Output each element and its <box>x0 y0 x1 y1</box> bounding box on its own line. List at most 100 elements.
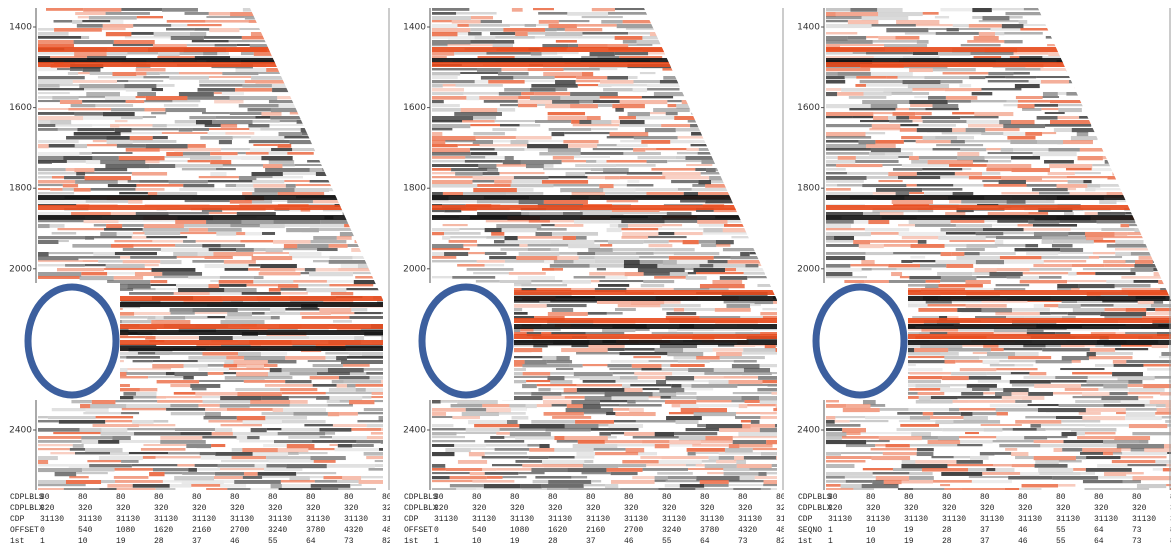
seismic-trace <box>119 220 162 222</box>
seismic-trace <box>586 160 596 163</box>
seismic-trace <box>986 468 995 471</box>
seismic-trace <box>922 436 938 440</box>
seismic-trace <box>938 236 985 240</box>
seismic-trace <box>614 184 627 186</box>
seismic-trace <box>73 444 84 448</box>
seismic-trace <box>1020 472 1039 476</box>
seismic-trace <box>198 404 219 407</box>
seismic-trace <box>1126 408 1157 411</box>
seismic-trace <box>271 148 292 151</box>
seismic-trace <box>110 452 129 455</box>
seismic-trace <box>347 108 390 111</box>
seismic-trace <box>366 456 383 459</box>
seismic-trace <box>183 184 214 187</box>
seismic-trace <box>38 144 49 148</box>
seismic-trace <box>512 8 523 12</box>
seismic-trace <box>898 156 909 158</box>
seismic-trace <box>742 424 750 428</box>
seismic-trace <box>554 436 564 440</box>
seismic-trace <box>276 212 297 215</box>
seismic-trace <box>1022 396 1044 400</box>
seismic-trace <box>305 56 348 60</box>
seismic-trace <box>1079 8 1120 11</box>
seismic-trace <box>643 468 688 471</box>
seismic-trace <box>321 252 348 255</box>
header-value: 320 <box>78 504 93 513</box>
seismic-trace <box>655 444 670 448</box>
seismic-trace <box>1136 148 1168 151</box>
seismic-trace <box>238 352 261 356</box>
y-tick-label: 2000 <box>9 264 32 274</box>
seismic-trace <box>342 120 383 122</box>
header-value: 46 <box>624 537 634 546</box>
seismic-trace <box>470 148 495 151</box>
seismic-trace <box>473 272 509 274</box>
seismic-trace <box>945 212 965 215</box>
seismic-trace <box>723 12 743 16</box>
seismic-trace <box>934 448 980 452</box>
seismic-trace <box>338 420 358 423</box>
seismic-trace <box>1126 360 1171 363</box>
seismic-trace <box>755 44 776 46</box>
seismic-trace <box>364 408 405 411</box>
header-value: 320 <box>1094 504 1109 513</box>
seismic-trace <box>167 20 206 23</box>
seismic-trace <box>960 368 997 371</box>
seismic-trace <box>748 40 780 43</box>
seismic-trace <box>606 268 638 271</box>
seismic-trace <box>205 264 249 268</box>
seismic-trace <box>926 280 941 283</box>
seismic-trace <box>587 304 618 307</box>
seismic-trace <box>507 252 519 256</box>
header-value: 31130 <box>40 515 64 524</box>
seismic-trace <box>381 60 422 64</box>
seismic-trace <box>846 404 870 408</box>
seismic-trace <box>523 8 533 11</box>
seismic-trace <box>877 8 902 12</box>
seismic-trace <box>884 480 902 484</box>
seismic-trace <box>314 444 329 447</box>
seismic-trace <box>956 256 1000 260</box>
seismic-trace <box>289 28 328 31</box>
seismic-trace <box>236 168 265 172</box>
seismic-trace <box>1086 20 1119 23</box>
seismic-trace <box>1035 120 1050 123</box>
seismic-trace <box>233 360 267 364</box>
seismic-trace <box>282 368 328 372</box>
seismic-trace <box>71 120 115 123</box>
seismic-trace <box>208 420 242 423</box>
seismic-trace <box>1127 192 1147 195</box>
seismic-trace <box>237 416 266 420</box>
seismic-trace <box>1068 20 1086 24</box>
seismic-trace <box>1026 200 1055 203</box>
header-value: 3240 <box>662 526 681 535</box>
seismic-trace <box>1132 20 1171 24</box>
seismic-trace <box>719 428 760 432</box>
seismic-trace <box>640 456 661 459</box>
seismic-trace <box>570 104 598 108</box>
seismic-trace <box>81 36 89 39</box>
seismic-trace <box>250 400 290 404</box>
seismic-trace <box>102 28 126 30</box>
seismic-trace <box>204 36 242 39</box>
seismic-trace <box>314 52 347 56</box>
seismic-trace <box>694 376 724 379</box>
seismic-trace <box>1098 388 1128 391</box>
header-value: 320 <box>1018 504 1033 513</box>
seismic-trace <box>660 24 684 27</box>
seismic-trace <box>772 464 798 467</box>
seismic-trace <box>1060 248 1083 252</box>
seismic-trace <box>1099 200 1116 204</box>
seismic-trace <box>510 24 525 26</box>
seismic-trace <box>456 256 489 258</box>
seismic-trace <box>745 128 776 132</box>
seismic-trace <box>171 412 205 415</box>
seismic-trace <box>1125 64 1134 68</box>
seismic-trace <box>706 424 742 428</box>
seismic-trace <box>564 436 607 440</box>
seismic-trace <box>160 356 188 360</box>
seismic-trace <box>102 444 143 448</box>
seismic-trace <box>740 152 760 156</box>
seismic-trace <box>921 116 960 119</box>
seismic-trace <box>583 404 601 408</box>
